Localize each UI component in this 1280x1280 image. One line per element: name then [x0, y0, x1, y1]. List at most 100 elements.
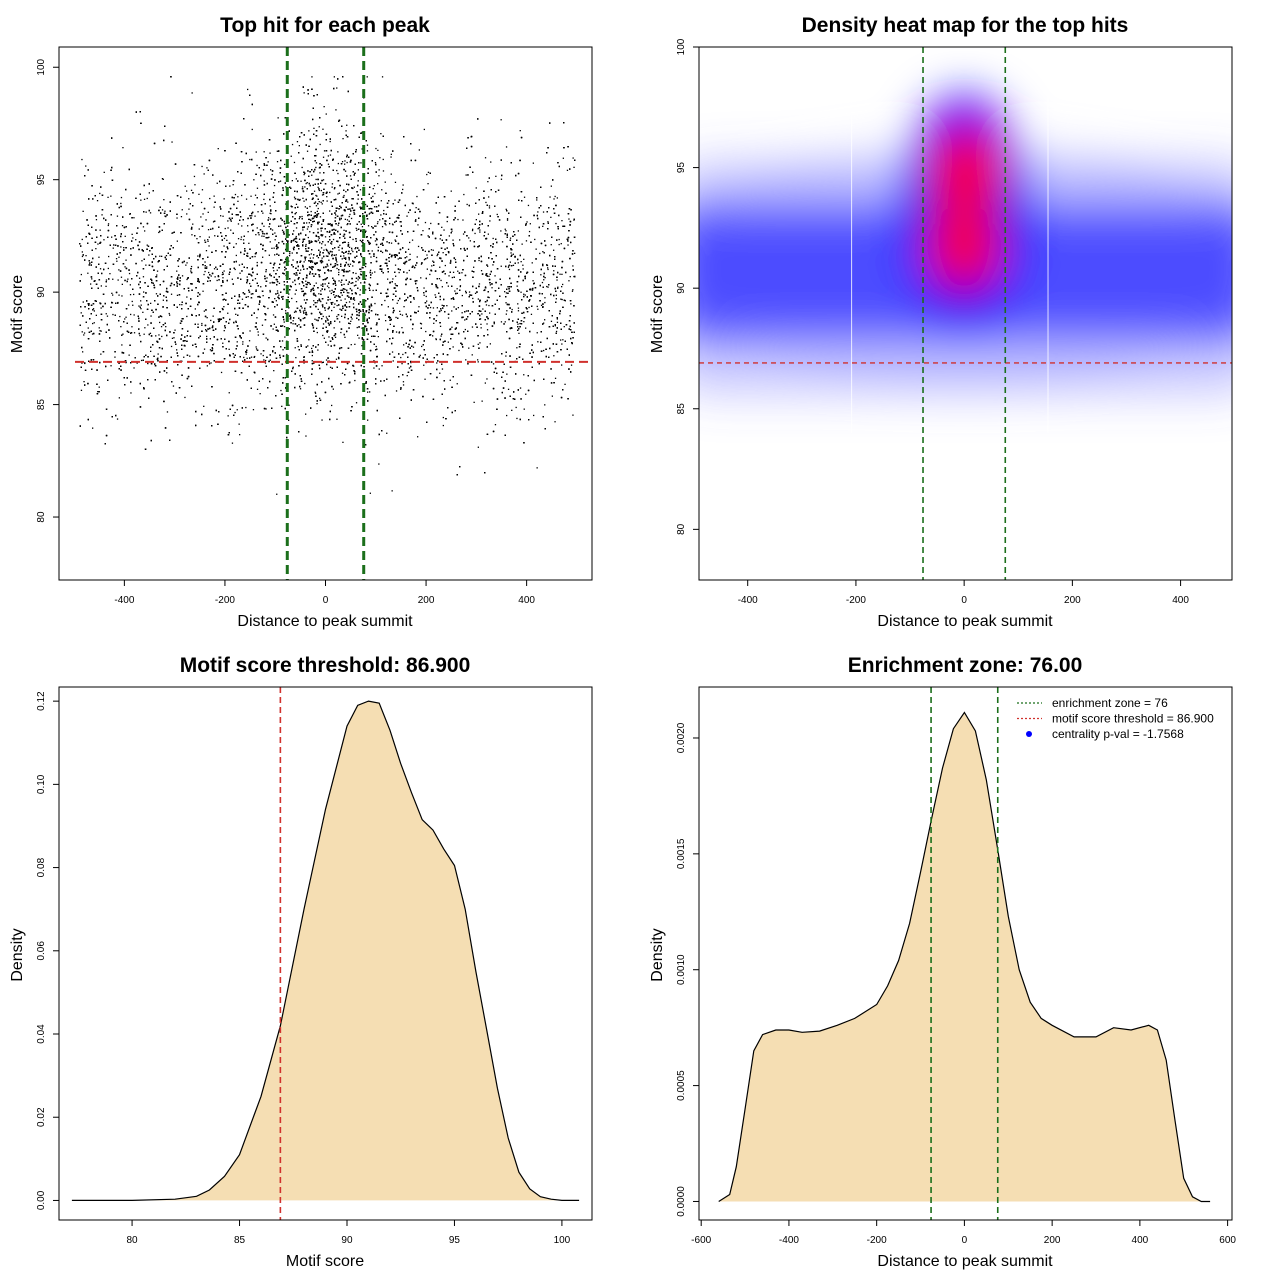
scatter-point — [335, 214, 337, 216]
scatter-point — [193, 175, 196, 178]
scatter-point — [553, 355, 555, 357]
scatter-point — [305, 182, 307, 185]
scatter-point — [80, 312, 82, 314]
scatter-point — [132, 304, 134, 306]
scatter-point — [128, 272, 131, 275]
scatter-point — [294, 347, 296, 349]
scatter-point — [207, 229, 210, 231]
scatter-point — [295, 301, 298, 303]
scatter-point — [338, 192, 340, 194]
scatter-point — [285, 186, 287, 188]
scatter-point — [479, 231, 481, 233]
scatter-point — [357, 180, 359, 182]
scatter-point — [339, 244, 341, 246]
scatter-point — [314, 391, 316, 393]
scatter-point — [328, 287, 330, 289]
scatter-point — [299, 388, 302, 390]
scatter-point — [418, 306, 420, 308]
scatter-point — [118, 256, 120, 258]
scatter-point — [366, 76, 368, 78]
scatter-point — [523, 258, 525, 260]
scatter-point — [555, 298, 557, 300]
scatter-point — [406, 272, 408, 274]
scatter-point — [304, 309, 306, 311]
scatter-point — [254, 215, 256, 217]
scatter-point — [435, 338, 437, 341]
scatter-point — [350, 282, 352, 284]
scatter-point — [191, 92, 193, 94]
scatter-point — [371, 335, 373, 337]
scatter-point — [201, 189, 204, 191]
scatter-point — [515, 406, 517, 409]
scatter-point — [311, 354, 313, 357]
scatter-point — [464, 328, 466, 331]
scatter-point — [321, 313, 323, 315]
scatter-point — [164, 215, 166, 217]
scatter-point — [523, 293, 525, 295]
scatter-point — [506, 218, 509, 220]
scatter-point — [506, 310, 508, 312]
scatter-point — [542, 211, 545, 213]
scatter-point — [441, 368, 444, 370]
scatter-point — [544, 301, 546, 304]
scatter-point — [145, 211, 147, 213]
scatter-point — [353, 186, 355, 188]
scatter-point — [454, 258, 457, 261]
scatter-point — [560, 298, 562, 300]
scatter-point — [474, 292, 477, 294]
scatter-point — [416, 256, 418, 258]
scatter-point — [394, 239, 396, 241]
scatter-point — [344, 170, 347, 172]
scatter-point — [394, 283, 396, 285]
scatter-point — [507, 388, 510, 390]
scatter-point — [181, 304, 183, 306]
scatter-point — [516, 347, 518, 349]
scatter-point — [318, 237, 320, 239]
scatter-point — [333, 188, 336, 190]
scatter-point — [501, 241, 504, 243]
scatter-point — [305, 293, 307, 295]
scatter-point — [366, 144, 369, 146]
scatter-point — [156, 274, 158, 276]
scatter-point — [356, 229, 358, 231]
scatter-point — [400, 257, 402, 259]
scatter-point — [520, 261, 522, 263]
scatter-point — [318, 189, 320, 192]
scatter-point — [329, 154, 332, 156]
scatter-point — [305, 435, 307, 437]
scatter-point — [546, 285, 548, 288]
scatter-point — [205, 219, 207, 221]
scatter-point — [509, 237, 512, 239]
scatter-point — [165, 326, 167, 328]
scatter-point — [486, 378, 488, 380]
scatter-point — [255, 348, 258, 350]
scatter-point — [331, 404, 333, 407]
scatter-point — [186, 315, 188, 318]
scatter-point — [554, 377, 557, 379]
scatter-point — [295, 203, 298, 205]
scatter-point — [345, 130, 347, 132]
scatter-point — [295, 227, 298, 229]
scatter-point — [110, 365, 112, 367]
scatter-point — [423, 287, 425, 289]
scatter-point — [417, 436, 419, 438]
scatter-point — [141, 260, 143, 262]
scatter-point — [433, 322, 435, 324]
scatter-point — [465, 359, 467, 361]
scatter-point — [181, 275, 184, 277]
scatter-point — [270, 169, 272, 171]
scatter-point — [272, 314, 275, 316]
scatter-point — [212, 221, 215, 223]
scatter-point — [179, 304, 181, 306]
scatter-point — [282, 325, 284, 327]
scatter-point — [186, 296, 188, 298]
scatter-point — [133, 293, 135, 296]
scatter-point — [257, 211, 259, 213]
scatter-point — [237, 238, 240, 240]
scatter-point — [277, 117, 279, 119]
scatter-point — [295, 274, 297, 276]
scatter-point — [307, 345, 309, 347]
scatter-point — [361, 245, 363, 247]
scatter-point — [323, 150, 326, 152]
scatter-point — [316, 331, 318, 334]
